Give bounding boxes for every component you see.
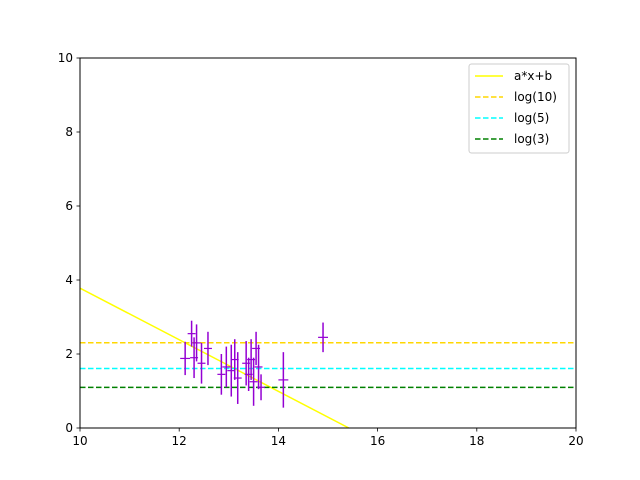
legend-label: log(3) xyxy=(514,132,549,146)
points-layer xyxy=(180,320,328,408)
data-point xyxy=(318,322,328,353)
legend-item: a*x+b xyxy=(475,69,552,83)
y-axis: 0 2 4 6 8 10 xyxy=(58,51,80,435)
legend-label: a*x+b xyxy=(514,69,552,83)
series-line-1 xyxy=(80,287,350,428)
y-tick-label: 6 xyxy=(65,199,73,213)
x-tick-label: 12 xyxy=(172,434,187,448)
data-point xyxy=(204,331,212,366)
legend-item: log(10) xyxy=(475,90,557,104)
data-point xyxy=(222,346,231,388)
lines-layer xyxy=(80,287,576,428)
x-tick-label: 18 xyxy=(469,434,484,448)
y-tick-label: 8 xyxy=(65,125,73,139)
data-point xyxy=(227,344,236,397)
x-tick-label: 16 xyxy=(370,434,385,448)
y-tick-label: 2 xyxy=(65,347,73,361)
legend-label: log(10) xyxy=(514,90,557,104)
x-tick-label: 14 xyxy=(271,434,286,448)
legend-item: log(3) xyxy=(475,132,549,146)
data-point xyxy=(187,320,196,347)
data-point xyxy=(254,344,263,390)
x-tick-label: 10 xyxy=(72,434,87,448)
x-tick-label: 20 xyxy=(568,434,583,448)
data-point xyxy=(257,374,266,401)
data-point xyxy=(249,357,258,406)
plot-frame xyxy=(79,57,577,429)
x-axis: 10 12 14 16 18 20 xyxy=(72,428,584,448)
y-tick-label: 4 xyxy=(65,273,73,287)
data-point xyxy=(180,341,191,376)
data-point xyxy=(217,354,226,395)
y-tick-label: 0 xyxy=(65,421,73,435)
data-point xyxy=(192,324,201,362)
legend-label: log(5) xyxy=(514,111,549,125)
data-point xyxy=(197,342,206,384)
data-point xyxy=(233,352,242,404)
y-tick-label: 10 xyxy=(58,51,73,65)
legend-box xyxy=(468,63,570,154)
legend-item: log(5) xyxy=(475,111,549,125)
data-point xyxy=(278,352,289,408)
legend: a*x+b log(10) log(5) log(3) xyxy=(468,63,570,154)
